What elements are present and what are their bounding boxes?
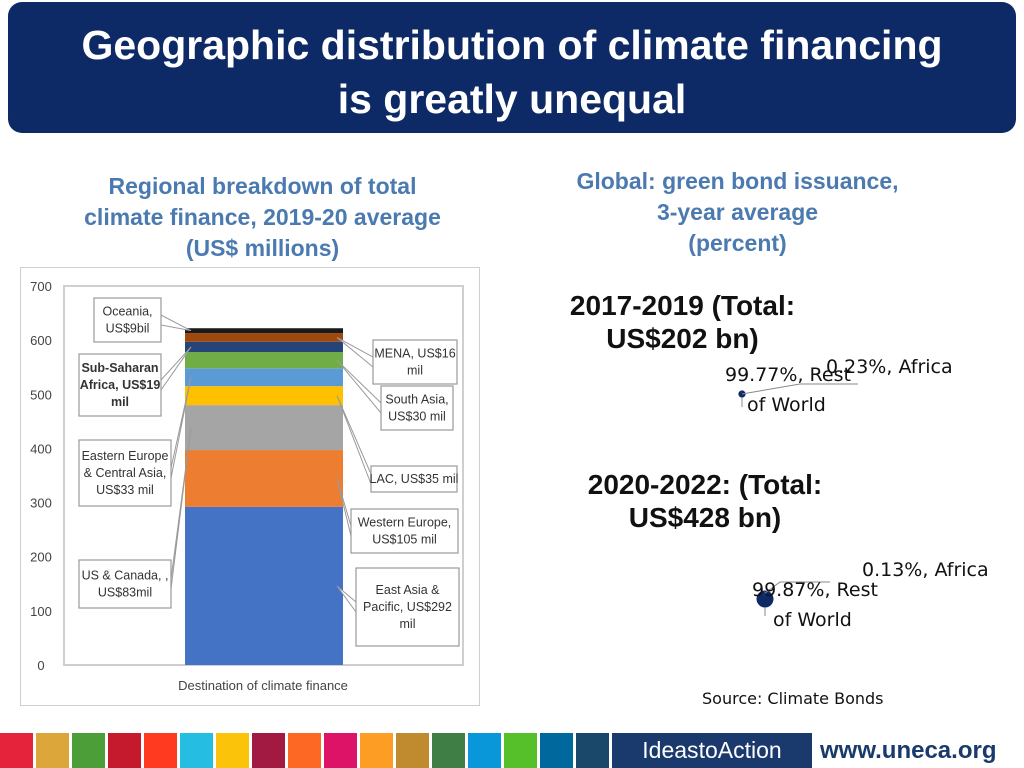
callout-label-0-1: Pacific, US$292: [363, 600, 452, 614]
y-tick-label-4: 400: [30, 441, 52, 456]
callout-label-3-0: LAC, US$35 mil: [370, 472, 459, 486]
callout-box-8: [93, 297, 162, 343]
pie-1-rest-label-line-2: of World: [747, 394, 826, 416]
ideas-to-action-logo: IdeastoAction: [612, 733, 812, 768]
y-tick-label-2: 200: [30, 550, 52, 565]
left-subtitle-line-2: climate finance, 2019-20 average: [84, 204, 441, 230]
callout-box-2: [78, 559, 172, 609]
callout-label-1-1: US$105 mil: [372, 533, 437, 547]
sdg-tile-6: [216, 733, 249, 768]
bar-segment-5: [185, 352, 343, 369]
pie-2-africa-label: 0.13%, Africa: [862, 559, 989, 581]
callout-label-0-0: East Asia &: [376, 583, 441, 597]
pie-2-title-line-2: US$428 bn): [628, 502, 782, 533]
left-subtitle-line-3: (US$ millions): [185, 235, 340, 261]
sdg-color-strip: [0, 733, 1024, 768]
pie-2-title: 2020-2022: (Total: US$428 bn): [560, 468, 850, 534]
title-line-1: Geographic distribution of climate finan…: [81, 22, 943, 68]
callout-box-3: [370, 465, 458, 493]
callout-label-6-1: Africa, US$19: [80, 378, 161, 392]
callout-pointer-8: [160, 314, 192, 332]
bar-segment-1: [185, 450, 343, 507]
right-subtitle-line-2: 3-year average: [656, 199, 819, 225]
pie-1-slice-0: [738, 390, 746, 398]
y-tick-label-7: 700: [30, 279, 52, 294]
callout-label-0-2: mil: [400, 617, 416, 631]
bar-segment-2: [185, 405, 343, 451]
y-tick-label-5: 500: [30, 387, 52, 402]
sdg-tile-1: [36, 733, 69, 768]
callout-box-6: [78, 353, 162, 417]
stacked-bar-chart-frame: 0 100 200 300 400 500 600 700 Destination of cli…: [20, 267, 480, 706]
action-text: Action: [717, 737, 782, 763]
ideas-text: Ideas: [642, 737, 699, 763]
sdg-tile-3: [108, 733, 141, 768]
pie-1-rest-label-line-1: 99.77%, Rest: [725, 364, 851, 386]
sdg-tile-5: [180, 733, 213, 768]
callout-label-5-0: South Asia,: [385, 393, 448, 407]
callout-box-1: [350, 508, 459, 554]
sdg-tile-15: [540, 733, 573, 768]
bar-segment-7: [185, 333, 343, 342]
callout-label-2-1: US$83mil: [98, 586, 152, 600]
sdg-tile-10: [360, 733, 393, 768]
stacked-bar-chart: 0 100 200 300 400 500 600 700 Destination of cli…: [30, 279, 464, 693]
callout-label-6-2: mil: [111, 395, 129, 409]
sdg-tile-8: [288, 733, 321, 768]
callout-box-5: [380, 385, 454, 431]
to-text: to: [698, 737, 718, 763]
callout-label-1-0: Western Europe,: [358, 516, 452, 530]
callout-box-4: [78, 439, 172, 507]
website-link[interactable]: www.uneca.org: [820, 737, 997, 764]
callout-label-5-1: US$30 mil: [388, 410, 446, 424]
pie-1-title: 2017-2019 (Total: US$202 bn): [540, 289, 825, 355]
x-axis-label: Destination of climate finance: [178, 678, 348, 693]
callout-label-8-0: Oceania,: [102, 305, 152, 319]
pie-1-title-line-1: 2017-2019 (Total:: [569, 290, 796, 321]
bar-segment-3: [185, 386, 343, 406]
bar-segment-8: [185, 328, 343, 334]
sdg-tile-9: [324, 733, 357, 768]
right-subtitle: Global: green bond issuance, 3-year aver…: [540, 166, 935, 259]
sdg-tile-13: [468, 733, 501, 768]
callout-label-7-0: MENA, US$16: [374, 347, 455, 361]
sdg-tile-0: [0, 733, 33, 768]
pie-2-rest-label-line-1: 99.87%, Rest: [752, 579, 878, 601]
y-tick-label-6: 600: [30, 333, 52, 348]
callout-box-0: [355, 567, 460, 647]
right-subtitle-line-3: (percent): [688, 230, 787, 256]
bar-segment-0: [185, 506, 343, 665]
sdg-tile-2: [72, 733, 105, 768]
title-banner: Geographic distribution of climate finan…: [8, 2, 1016, 133]
callout-label-7-1: mil: [407, 364, 423, 378]
pie-1-title-line-2: US$202 bn): [606, 323, 759, 354]
title-line-2: is greatly unequal: [337, 76, 687, 122]
bar-segment-4: [185, 368, 343, 387]
sdg-tile-7: [252, 733, 285, 768]
source-note: Source: Climate Bonds: [702, 689, 884, 708]
pie-1-africa-label: 0.23%, Africa: [826, 356, 953, 378]
callout-label-4-1: & Central Asia,: [84, 466, 167, 480]
right-subtitle-line-1: Global: green bond issuance,: [576, 168, 899, 194]
y-tick-label-3: 300: [30, 496, 52, 511]
pie-2-rest-label-line-2: of World: [773, 609, 852, 631]
pie-2-title-line-1: 2020-2022: (Total:: [587, 469, 823, 500]
sdg-tile-12: [432, 733, 465, 768]
sdg-tile-14: [504, 733, 537, 768]
y-tick-label-1: 100: [30, 604, 52, 619]
left-subtitle-line-1: Regional breakdown of total: [108, 173, 417, 199]
sdg-tile-4: [144, 733, 177, 768]
callout-label-4-0: Eastern Europe: [82, 449, 169, 463]
bar-segment-6: [185, 341, 343, 353]
left-subtitle: Regional breakdown of total climate fina…: [40, 171, 485, 264]
callout-label-8-1: US$9bil: [106, 322, 150, 336]
sdg-tile-11: [396, 733, 429, 768]
callout-box-7: [372, 339, 458, 385]
callout-label-2-0: US & Canada, ,: [82, 569, 169, 583]
callout-label-4-2: US$33 mil: [96, 483, 154, 497]
callout-label-6-0: Sub-Saharan: [81, 361, 158, 375]
y-tick-label-0: 0: [37, 658, 44, 673]
sdg-tile-16: [576, 733, 609, 768]
